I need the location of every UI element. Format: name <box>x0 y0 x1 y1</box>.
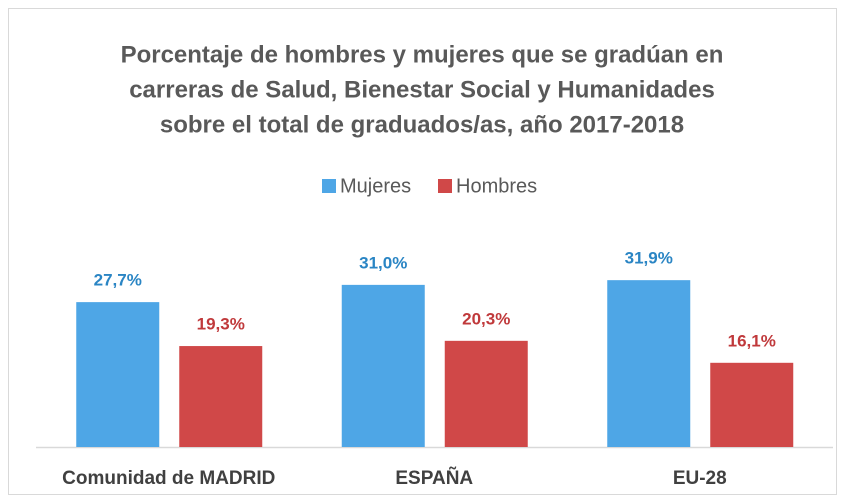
legend-label: Mujeres <box>340 175 411 197</box>
value-label: 31,0% <box>359 253 407 272</box>
x-tick-label: Comunidad de MADRID <box>62 468 275 489</box>
value-label: 20,3% <box>462 309 510 328</box>
chart-title: sobre el total de graduados/as, año 2017… <box>160 111 684 138</box>
x-tick-label: EU-28 <box>673 468 727 489</box>
legend-swatch <box>322 179 336 193</box>
legend-label: Hombres <box>456 175 537 197</box>
value-label: 19,3% <box>197 315 245 334</box>
value-label: 31,9% <box>625 249 673 268</box>
bar <box>179 346 263 447</box>
chart-title: carreras de Salud, Bienestar Social y Hu… <box>129 76 715 103</box>
bar <box>341 284 425 447</box>
bar <box>710 362 794 447</box>
value-label: 27,7% <box>94 271 142 290</box>
legend-swatch <box>438 179 452 193</box>
bar <box>607 280 691 447</box>
bar <box>76 302 160 447</box>
bar <box>444 340 528 447</box>
x-tick-label: ESPAÑA <box>395 467 473 489</box>
chart-title: Porcentaje de hombres y mujeres que se g… <box>121 41 724 68</box>
value-label: 16,1% <box>728 331 776 350</box>
